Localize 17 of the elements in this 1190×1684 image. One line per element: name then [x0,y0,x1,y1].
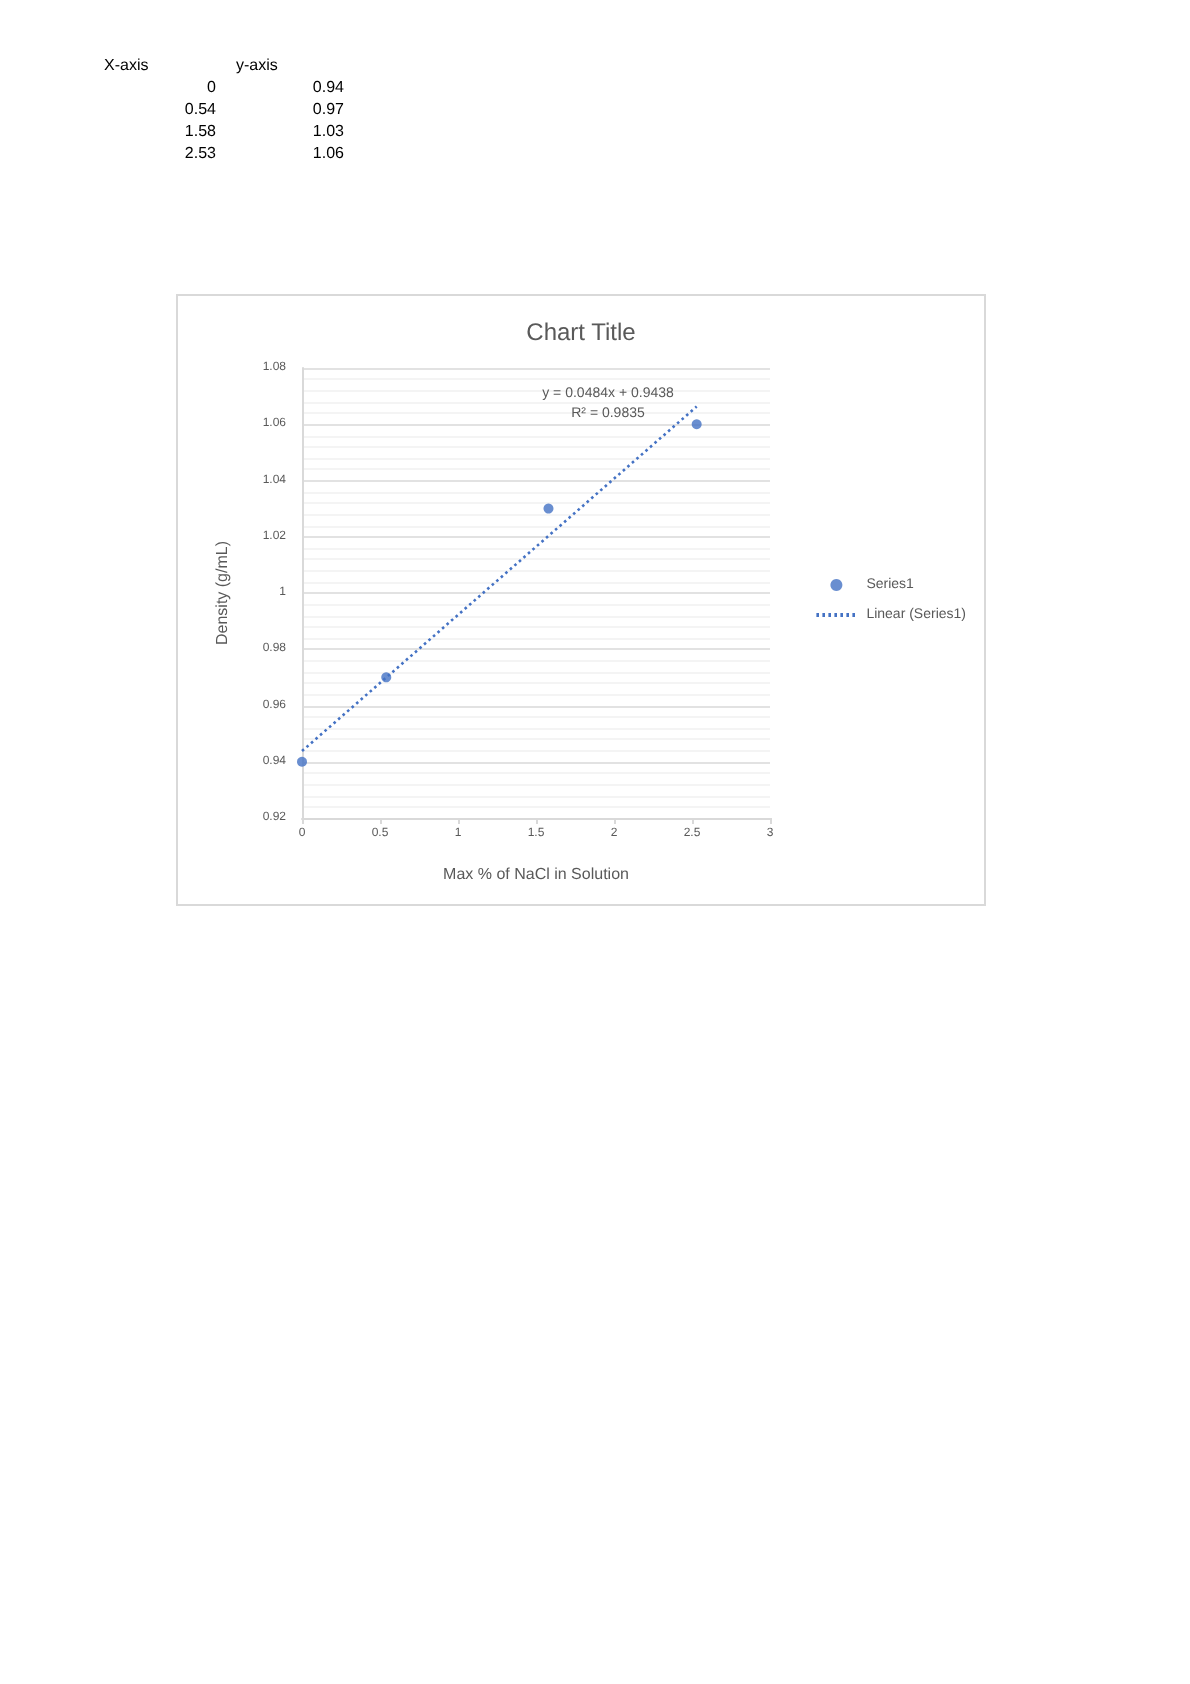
point [691,419,702,430]
chart-title: Chart Title [526,318,637,346]
text: 0.94 [310,76,344,98]
y-axis-title: Density (g/mL) [213,540,231,646]
point [381,672,392,683]
text: 1.06 [310,142,344,164]
text: X-axis [104,54,149,76]
text: y-axis [236,54,278,76]
text: 1.58 [182,120,216,142]
text: 0.97 [310,98,344,120]
point [297,756,307,767]
point [543,503,554,514]
text: 0 [205,76,216,98]
text: 1.03 [310,120,344,142]
x-axis-title: Max % of NaCl in Solution [443,865,629,883]
text: 0.54 [182,98,216,120]
text: 2.53 [182,142,216,164]
